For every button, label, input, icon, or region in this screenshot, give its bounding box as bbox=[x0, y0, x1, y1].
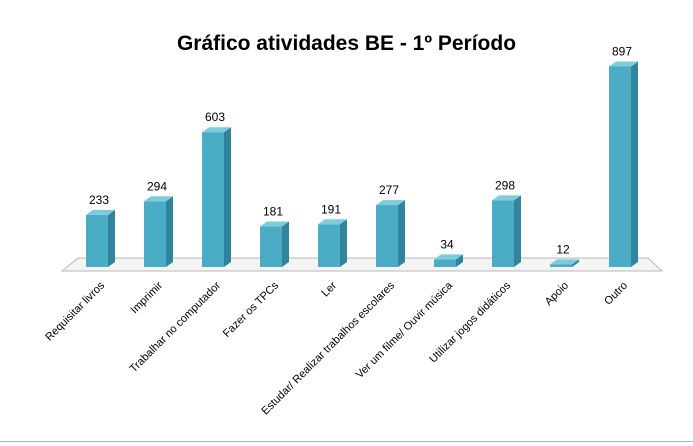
bar-5 bbox=[318, 224, 340, 267]
bar-top-5 bbox=[318, 219, 347, 225]
bar-side-1 bbox=[108, 209, 115, 267]
bar-6 bbox=[376, 205, 398, 267]
data-label-7: 34 bbox=[440, 237, 454, 251]
data-label-10: 897 bbox=[612, 45, 632, 59]
bar-side-9 bbox=[572, 259, 579, 267]
category-label-10: Outro bbox=[602, 280, 630, 308]
category-label-5: Ler bbox=[319, 279, 339, 299]
bar-1 bbox=[86, 214, 108, 267]
bar-9 bbox=[550, 264, 572, 267]
data-label-2: 294 bbox=[147, 179, 167, 193]
bar-side-8 bbox=[514, 195, 521, 267]
bar-side-7 bbox=[456, 254, 463, 267]
bar-8 bbox=[492, 200, 514, 267]
bottom-divider bbox=[0, 441, 693, 442]
data-label-1: 233 bbox=[89, 193, 109, 207]
bar-top-7 bbox=[434, 254, 463, 260]
bar-top-4 bbox=[260, 221, 289, 227]
bar-7 bbox=[434, 259, 456, 267]
data-label-8: 298 bbox=[495, 178, 515, 192]
bar-top-10 bbox=[609, 61, 638, 67]
bar-top-3 bbox=[202, 127, 231, 133]
bar-10 bbox=[609, 66, 631, 267]
data-label-6: 277 bbox=[379, 183, 399, 197]
category-label-4: Fazer os TPCs bbox=[221, 279, 282, 340]
bar-4 bbox=[260, 226, 282, 267]
bar-top-6 bbox=[376, 200, 405, 206]
category-label-2: Imprimir bbox=[129, 279, 166, 316]
data-label-5: 191 bbox=[321, 202, 341, 216]
bar-side-6 bbox=[398, 200, 405, 267]
bar-side-4 bbox=[282, 221, 289, 267]
bar-top-2 bbox=[144, 196, 173, 202]
bar-2 bbox=[144, 201, 166, 267]
bar-3 bbox=[202, 132, 224, 267]
category-label-1: Requisitar livros bbox=[43, 279, 107, 343]
data-label-4: 181 bbox=[263, 205, 283, 219]
bar-top-9 bbox=[550, 259, 579, 265]
data-label-3: 603 bbox=[205, 110, 225, 124]
category-label-7: Ver um filme/ Ouvir música bbox=[354, 279, 456, 381]
chart-title: Gráfico atividades BE - 1º Período bbox=[176, 32, 517, 55]
bar-side-3 bbox=[224, 127, 231, 268]
category-label-9: Apoio bbox=[543, 280, 571, 308]
bar-side-2 bbox=[166, 196, 173, 267]
bar-side-5 bbox=[340, 219, 347, 267]
data-label-9: 12 bbox=[556, 242, 570, 256]
bar-top-1 bbox=[86, 209, 115, 215]
bar-side-10 bbox=[631, 61, 638, 267]
bar-top-8 bbox=[492, 195, 521, 201]
